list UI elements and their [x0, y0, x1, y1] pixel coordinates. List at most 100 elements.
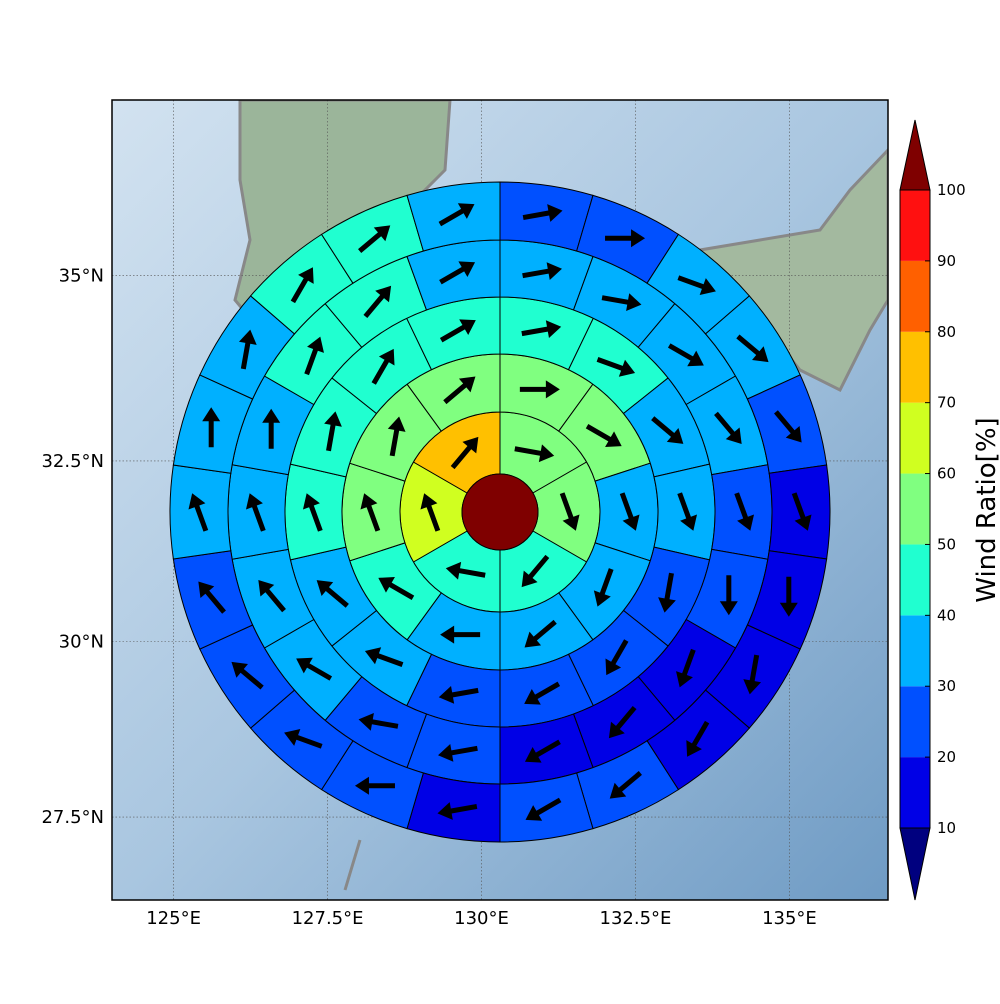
wind-arrow	[302, 493, 323, 532]
wind-arrow	[522, 262, 562, 281]
wind-arrow	[677, 275, 716, 296]
wind-arrow	[791, 492, 812, 531]
wind-arrow	[198, 581, 226, 614]
center-cell	[461, 473, 539, 551]
wind-arrow	[524, 739, 561, 763]
wind-arrow	[719, 575, 738, 616]
wind-arrow	[559, 492, 580, 531]
colorbar-tick-label: 40	[937, 606, 956, 624]
wind-arrow	[358, 225, 391, 253]
wind-arrow	[438, 686, 479, 704]
y-tick-label: 30°N	[59, 631, 104, 652]
y-tick-label: 32.5°N	[41, 451, 104, 472]
wind-arrow	[445, 561, 486, 580]
wind-arrow	[316, 580, 349, 608]
wind-arrow	[743, 654, 762, 695]
colorbar-tick-label: 60	[937, 465, 956, 483]
wind-arrow	[779, 576, 798, 617]
wind-arrow	[521, 320, 562, 338]
wind-arrow	[601, 293, 642, 312]
sector	[406, 772, 501, 843]
colorbar-bin	[900, 544, 930, 616]
wind-arrow	[651, 416, 684, 444]
wind-arrow	[605, 639, 629, 676]
wind-arrow	[677, 492, 698, 531]
wind-arrow	[363, 285, 392, 319]
colorbar-under	[899, 827, 931, 901]
colorbar-bin	[900, 331, 930, 403]
x-tick-label: 130°E	[454, 908, 509, 929]
wind-arrow	[360, 493, 381, 532]
wind-arrow	[443, 376, 476, 405]
colorbar-tick-label: 10	[937, 819, 956, 837]
wind-arrow	[585, 424, 622, 447]
wind-arrow	[524, 619, 557, 648]
wind-arrow	[231, 661, 264, 690]
colorbar-bin	[900, 615, 930, 687]
wind-arrow	[284, 728, 323, 749]
colorbar-bin	[900, 757, 930, 828]
wind-arrow	[522, 204, 563, 222]
wind-arrow	[354, 776, 395, 795]
wind-arrow	[736, 334, 769, 363]
wind-arrow	[439, 261, 476, 285]
wind-arrow	[188, 493, 209, 532]
colorbar-tick-label: 80	[937, 323, 956, 341]
wind-arrow	[262, 408, 281, 449]
y-tick-label: 27.5°N	[41, 807, 104, 828]
wind-arrow	[420, 493, 441, 532]
wind-arrow	[714, 411, 742, 445]
wind-arrow	[238, 329, 257, 370]
colorbar-tick-label: 70	[937, 394, 956, 412]
wind-arrow	[605, 229, 646, 248]
wind-arrow	[324, 411, 342, 452]
wind-arrow	[296, 657, 333, 681]
wind-arrow	[525, 797, 562, 821]
wind-arrow	[774, 410, 802, 443]
wind-arrow	[608, 705, 637, 739]
wind-arrow	[593, 568, 614, 607]
axes: 125°E 127.5°E 130°E 132.5°E 135°E 27.5°N 30°N 3…	[41, 266, 816, 929]
colorbar-tick-label: 20	[937, 748, 956, 766]
wind-arrow	[304, 336, 324, 376]
wind-arrow	[667, 343, 704, 367]
y-tick-label: 35°N	[59, 266, 104, 287]
wind-arrow	[371, 348, 395, 385]
colorbar-label: Wind Ratio[%]	[972, 417, 1000, 602]
colorbar-bin	[900, 260, 930, 332]
x-tick-label: 135°E	[762, 908, 817, 929]
polar-grid	[169, 181, 831, 843]
wind-arrow	[521, 554, 550, 588]
plot-frame	[111, 99, 889, 901]
wind-arrow	[258, 579, 286, 613]
sector	[499, 181, 594, 252]
wind-arrow	[202, 407, 221, 448]
wind-arrow	[686, 720, 710, 757]
wind-arrow	[364, 647, 404, 668]
x-tick-label: 127.5°E	[292, 908, 364, 929]
x-tick-label: 125°E	[146, 908, 201, 929]
wind-arrow	[358, 712, 399, 731]
colorbar-tick-label: 90	[937, 252, 956, 270]
wind-arrow	[450, 436, 479, 470]
wind-arrow	[438, 743, 478, 762]
colorbar-over	[899, 119, 931, 191]
wind-arrow	[619, 492, 640, 531]
colorbar-tick-label: 30	[937, 677, 956, 695]
wind-arrow	[439, 319, 476, 343]
wind-arrow	[245, 493, 266, 532]
wind-arrow	[440, 625, 481, 644]
colorbar-bin	[900, 686, 930, 758]
wind-arrow	[734, 492, 755, 531]
colorbar-bin	[900, 473, 930, 545]
colorbar-bin	[900, 190, 930, 261]
wind-arrow	[438, 203, 475, 227]
colorbar: 10 20 30 40 50 60 70 80 90 100	[899, 119, 966, 901]
wind-arrow	[524, 681, 561, 705]
wind-arrow	[290, 267, 314, 304]
colorbar-frame	[899, 189, 931, 829]
wind-arrow	[596, 356, 636, 377]
wind-arrow	[658, 572, 676, 613]
colorbar-tick-label: 100	[937, 181, 966, 199]
